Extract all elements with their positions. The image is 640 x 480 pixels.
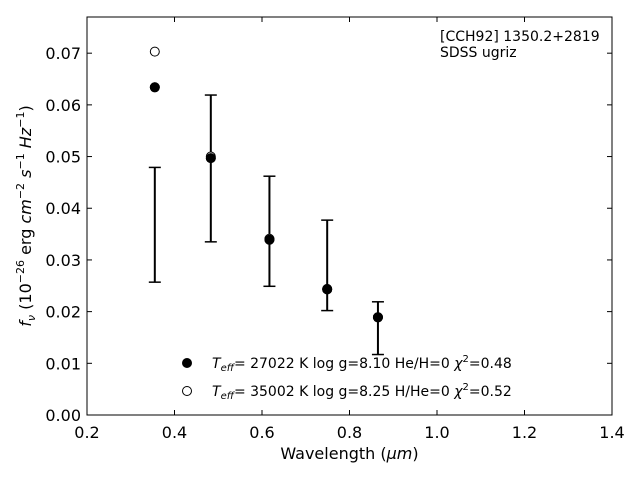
ticks-layer: 0.2 0.4 0.6 0.8 1.0 1.2 1.4 0.00 0.01 0.02 0.03 0.0… bbox=[45, 17, 625, 442]
y-tick-label: 0.04 bbox=[45, 199, 81, 218]
model-point-filled-top bbox=[149, 82, 160, 93]
error-bar bbox=[263, 175, 276, 288]
legend-label: Teff= 27022 K log g=8.10 He/H=0 χ2=0.48 bbox=[212, 354, 512, 374]
y-tick-label: 0.00 bbox=[45, 406, 81, 425]
y-tick-label: 0.07 bbox=[45, 44, 81, 63]
legend-marker-open bbox=[182, 386, 192, 396]
legend-label: Teff= 35002 K log g=8.25 H/He=0 χ2=0.52 bbox=[212, 382, 512, 402]
annotation-line-1: [CCH92] 1350.2+2819 bbox=[440, 29, 600, 45]
y-tick-label: 0.05 bbox=[45, 148, 81, 167]
x-tick-label: 0.6 bbox=[249, 423, 274, 442]
model-point-filled-top bbox=[372, 312, 383, 323]
y-axis-label: fν (10−26 erg cm−2 s−1 Hz−1) bbox=[14, 105, 38, 326]
points-layer bbox=[149, 46, 383, 323]
annotation-line-2: SDSS ugriz bbox=[440, 45, 517, 61]
model-point-filled-top bbox=[205, 153, 216, 164]
model-point-filled-top bbox=[322, 284, 333, 295]
x-tick-label: 1.0 bbox=[424, 423, 449, 442]
error-bar bbox=[148, 166, 161, 283]
errorbars-layer bbox=[148, 94, 384, 356]
y-tick-label: 0.02 bbox=[45, 303, 81, 322]
model-point-open bbox=[149, 46, 160, 57]
error-bar bbox=[371, 301, 384, 356]
legend-marker-filled bbox=[182, 358, 192, 368]
legend: Teff= 27022 K log g=8.10 He/H=0 χ2=0.48 T… bbox=[182, 354, 512, 402]
x-tick-label: 1.2 bbox=[512, 423, 537, 442]
error-bar bbox=[321, 219, 334, 312]
x-tick-label: 0.4 bbox=[162, 423, 187, 442]
plot-frame bbox=[86, 16, 613, 416]
x-tick-label: 0.2 bbox=[74, 423, 99, 442]
x-tick-label: 0.8 bbox=[337, 423, 362, 442]
y-tick-label: 0.03 bbox=[45, 251, 81, 270]
x-tick-label: 1.4 bbox=[599, 423, 624, 442]
x-axis-label: Wavelength (μm) bbox=[280, 444, 418, 463]
error-bar bbox=[204, 94, 217, 243]
y-tick-label: 0.06 bbox=[45, 96, 81, 115]
model-point-filled-top bbox=[264, 234, 275, 245]
y-tick-label: 0.01 bbox=[45, 354, 81, 373]
